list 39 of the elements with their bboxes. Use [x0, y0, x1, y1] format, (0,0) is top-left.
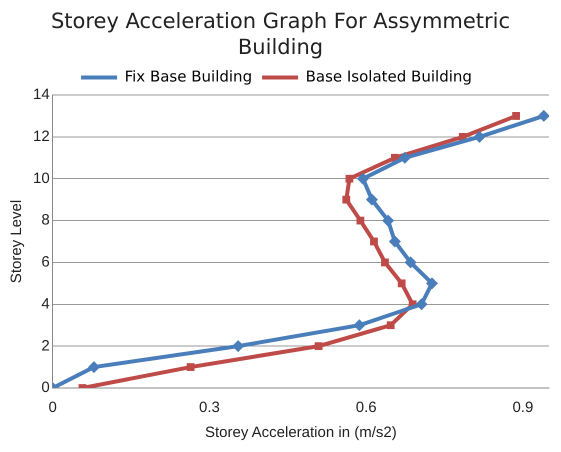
- point: [404, 256, 417, 268]
- legend-label: Fix Base Building: [124, 67, 252, 86]
- y-tick-label: 0: [41, 379, 50, 396]
- x-axis-title: Storey Acceleration in (m/s2): [204, 424, 397, 442]
- x-tick-label: 0.6: [356, 399, 377, 416]
- x-tick-label: 0.9: [512, 399, 534, 416]
- point: [357, 172, 370, 185]
- y-tick-label: 2: [41, 337, 50, 354]
- y-tick-label: 14: [32, 86, 50, 104]
- y-tick-label: 4: [41, 295, 50, 312]
- point: [474, 130, 486, 143]
- legend-label: Base Isolated Building: [306, 67, 472, 86]
- y-tick-label: 10: [32, 170, 50, 187]
- y-tick-label: 8: [41, 212, 50, 229]
- point: [186, 363, 194, 371]
- x-tick-label: 0.3: [198, 399, 220, 416]
- point: [538, 110, 549, 122]
- point: [426, 277, 438, 290]
- y-tick-label: 6: [41, 254, 50, 271]
- point: [353, 319, 366, 332]
- point: [356, 216, 364, 224]
- point: [314, 342, 322, 350]
- chart-title: Storey Acceleration Graph For Assymmetric Building: [50, 8, 512, 60]
- point: [382, 214, 394, 227]
- point: [342, 196, 350, 204]
- point: [386, 321, 395, 330]
- y-tick-label: 12: [32, 128, 50, 145]
- point: [416, 298, 428, 310]
- point: [88, 361, 100, 374]
- point: [370, 238, 378, 246]
- point: [388, 236, 401, 248]
- y-axis-title: Storey Level: [8, 200, 26, 284]
- point: [366, 194, 378, 206]
- point: [346, 174, 354, 183]
- point: [381, 258, 389, 266]
- point: [232, 340, 244, 352]
- point: [398, 279, 406, 288]
- point: [512, 112, 520, 120]
- point: [398, 152, 411, 164]
